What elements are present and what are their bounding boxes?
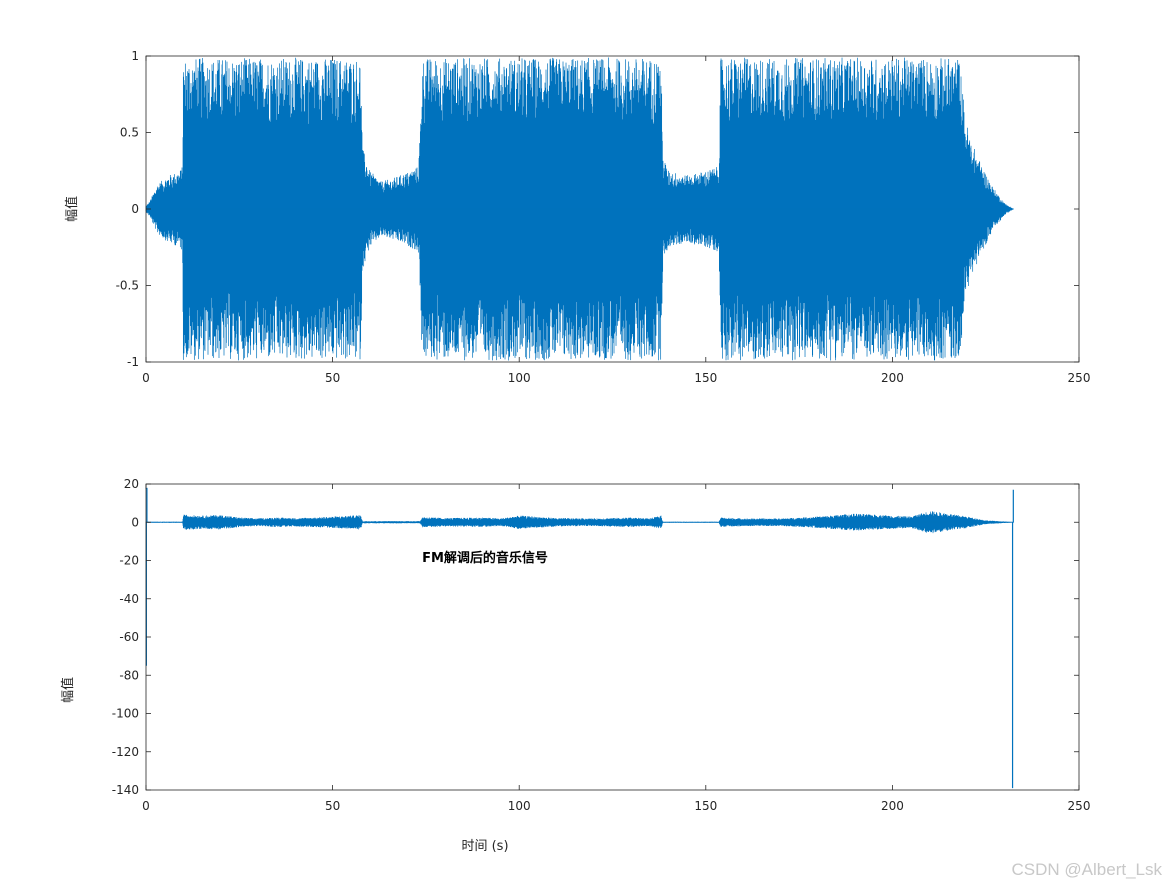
top-y-tick-label: 0.5	[120, 126, 139, 140]
bottom-x-tick-label: 0	[142, 799, 150, 813]
bottom-y-tick-label: -100	[112, 707, 139, 721]
top-x-tick-label: 250	[1068, 371, 1091, 385]
bottom-annotation: FM解调后的音乐信号	[422, 550, 548, 566]
top-y-axis-label: 幅值	[64, 196, 80, 222]
top-subplot: 0 50 100 150 200 250 -1 -0.5 0 0.5 1 幅值	[64, 49, 1090, 385]
top-x-tick-label: 200	[881, 371, 904, 385]
top-y-tick-label: 0	[131, 202, 139, 216]
top-ticks: 0 50 100 150 200 250 -1 -0.5 0 0.5 1	[116, 49, 1091, 385]
top-x-tick-label: 150	[694, 371, 717, 385]
watermark: CSDN @Albert_Lsk	[1011, 860, 1162, 879]
bottom-y-axis-label: 幅值	[60, 677, 76, 703]
bottom-y-tick-label: -120	[112, 745, 139, 759]
top-x-tick-label: 0	[142, 371, 150, 385]
top-y-tick-label: -1	[127, 355, 139, 369]
bottom-subplot: 0 50 100 150 200 250 -140 -120 -100 -80 -60 -40 -20 0…	[60, 477, 1090, 854]
bottom-x-tick-label: 200	[881, 799, 904, 813]
bottom-x-tick-label: 100	[508, 799, 531, 813]
bottom-x-tick-label: 150	[694, 799, 717, 813]
bottom-ticks: 0 50 100 150 200 250 -140 -120 -100 -80 -60 -40 -20 0…	[112, 477, 1091, 813]
top-x-tick-label: 100	[508, 371, 531, 385]
bottom-y-tick-label: 20	[124, 477, 139, 491]
top-x-tick-label: 50	[325, 371, 340, 385]
bottom-y-tick-label: -20	[119, 554, 139, 568]
bottom-y-tick-label: -60	[119, 630, 139, 644]
bottom-y-tick-label: -80	[119, 668, 139, 682]
bottom-y-tick-label: -140	[112, 783, 139, 797]
bottom-x-tick-label: 250	[1068, 799, 1091, 813]
bottom-x-tick-label: 50	[325, 799, 340, 813]
bottom-y-tick-label: 0	[131, 515, 139, 529]
top-y-tick-label: -0.5	[116, 279, 139, 293]
bottom-x-axis-label: 时间 (s)	[461, 839, 508, 854]
top-y-tick-label: 1	[131, 49, 139, 63]
bottom-y-tick-label: -40	[119, 592, 139, 606]
